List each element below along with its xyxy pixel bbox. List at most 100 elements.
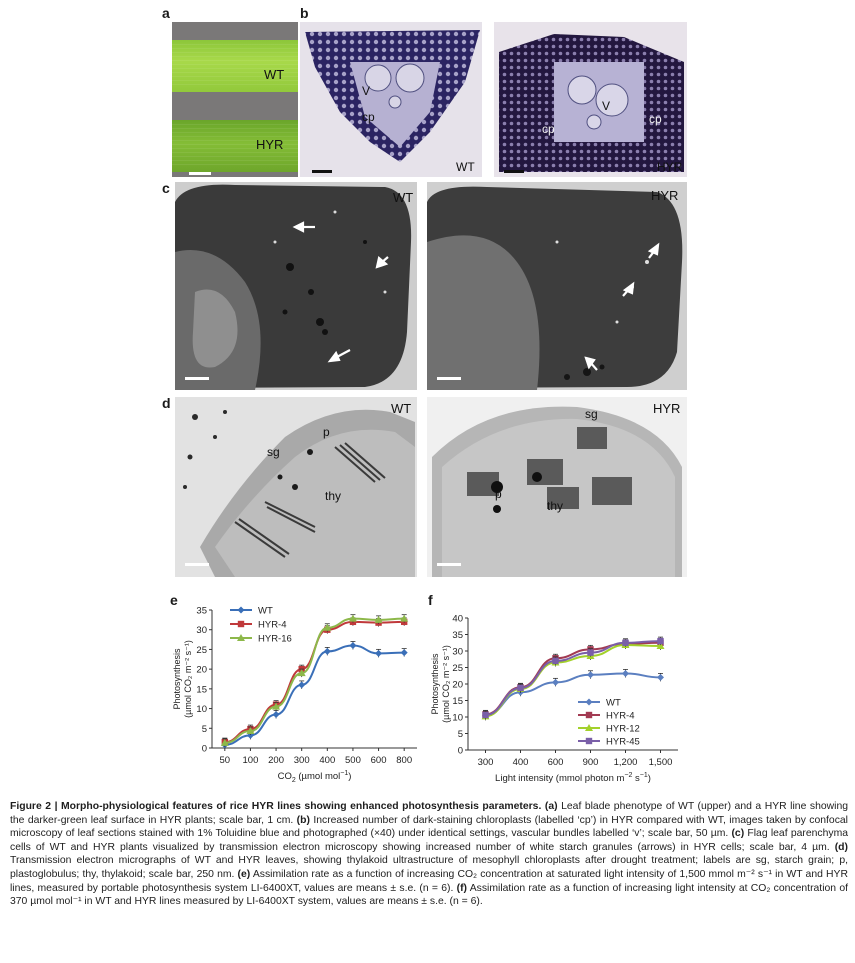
wt-leaf-section-micrograph: V cp WT: [300, 22, 482, 177]
x-axis-title-part: (µmol mol: [296, 771, 341, 782]
series-line-hyr-4: [225, 622, 404, 742]
panel-d-wt-label: WT: [391, 401, 411, 416]
panel-b-hyr-v-label: V: [602, 99, 610, 113]
y-axis-units: (µmol CO₂ m⁻² s⁻¹): [441, 645, 451, 723]
y-tick-label: 10: [196, 704, 207, 715]
legend-label: HYR-45: [606, 737, 640, 748]
panel-d-wt-scale-bar: [185, 563, 209, 566]
x-axis-title-part: ): [348, 771, 351, 782]
data-point-wt: [298, 681, 305, 688]
panel-d-wt-thy-label: thy: [325, 489, 341, 503]
panel-d-wt-sg-label: sg: [267, 445, 280, 459]
legend-label: HYR-12: [606, 724, 640, 735]
panel-c-wt-scale-bar: [185, 377, 209, 380]
wt-parenchyma-tem: WT: [175, 182, 417, 390]
y-tick-label: 25: [452, 663, 463, 674]
light-response-chart: 0510152025303540300 400 600 900 1,200 1,500WT…: [428, 598, 688, 786]
caption-c-mark: (c): [731, 828, 744, 839]
panel-c-label: c: [162, 180, 170, 196]
x-axis-title-part: −2: [624, 772, 632, 779]
y-tick-label: 30: [196, 625, 207, 636]
panel-b-wt-v-label: V: [362, 84, 370, 98]
y-axis-title: Photosynthesis: [430, 653, 440, 715]
x-tick-label: 900: [583, 757, 599, 768]
data-point-wt: [587, 671, 594, 678]
x-tick-label: 300: [478, 757, 494, 768]
leaf-blade-photo: WT HYR: [172, 22, 298, 177]
data-point-wt: [552, 679, 559, 686]
panel-d-hyr-sg-label: sg: [585, 407, 598, 421]
panel-d-hyr-label: HYR: [653, 401, 680, 416]
y-tick-label: 20: [452, 680, 463, 691]
figure-caption: Figure 2 | Morpho-physiological features…: [10, 800, 848, 909]
caption-b-mark: (b): [297, 815, 310, 826]
data-point-hyr-45: [517, 685, 523, 691]
panel-a-hyr-label: HYR: [256, 137, 283, 152]
panel-c-hyr-scale-bar: [437, 377, 461, 380]
y-tick-label: 40: [452, 614, 463, 625]
y-tick-label: 0: [202, 744, 207, 755]
legend-marker: [586, 699, 593, 706]
panel-b-label: b: [300, 5, 309, 21]
panel-d-hyr-p-label: p: [495, 487, 502, 501]
y-tick-label: 30: [452, 647, 463, 658]
panel-c-hyr-label: HYR: [651, 188, 678, 203]
caption-d-mark: (d): [835, 842, 848, 853]
wt-thylakoid-tem: sg p thy WT: [175, 397, 417, 577]
legend-label: HYR-4: [606, 711, 635, 722]
data-point-hyr-45: [657, 638, 663, 644]
y-tick-label: 0: [458, 746, 463, 757]
y-tick-label: 35: [452, 630, 463, 641]
panel-d-wt-p-label: p: [323, 425, 330, 439]
x-axis-title: CO2 (µmol mol−1): [278, 770, 352, 784]
caption-e-mark: (e): [238, 869, 251, 880]
data-point-hyr-45: [482, 712, 488, 718]
legend-label: HYR-16: [258, 634, 292, 645]
panel-a-scale-bar: [189, 172, 211, 175]
x-tick-label: 50: [220, 755, 231, 766]
hyr-thylakoid-tem: sg p thy HYR: [427, 397, 687, 577]
data-point-wt: [273, 711, 280, 718]
caption-title: Figure 2 | Morpho-physiological features…: [10, 801, 541, 812]
panel-b-hyr-scale-bar: [504, 170, 524, 173]
panel-b-wt-scale-bar: [312, 170, 332, 173]
series-line-wt: [486, 673, 661, 715]
x-axis-title-part: −1: [640, 772, 648, 779]
hyr-parenchyma-tem: HYR: [427, 182, 687, 390]
caption-f-mark: (f): [457, 883, 467, 894]
caption-a-mark: (a): [545, 801, 558, 812]
x-tick-label: 200: [268, 755, 284, 766]
x-axis-title-part: Light intensity (mmol photon m: [495, 773, 624, 784]
x-tick-label: 1,200: [614, 757, 638, 768]
data-point-wt: [622, 670, 629, 677]
data-point-wt: [401, 649, 408, 656]
y-axis-units: (µmol CO₂ m⁻² s⁻¹): [183, 640, 193, 718]
legend-marker: [238, 607, 245, 614]
y-tick-label: 15: [196, 684, 207, 695]
panel-a-label: a: [162, 5, 170, 21]
x-axis-title-part: ): [648, 773, 651, 784]
panel-b-wt-label: WT: [456, 160, 475, 174]
data-point-hyr-45: [622, 640, 628, 646]
legend-marker: [238, 621, 244, 627]
x-axis-title-part: −1: [340, 770, 348, 777]
legend-marker: [586, 738, 592, 744]
data-point-wt: [324, 648, 331, 655]
x-axis-title-part: CO: [278, 771, 292, 782]
data-point-wt: [349, 642, 356, 649]
y-tick-label: 15: [452, 696, 463, 707]
data-point-hyr-45: [552, 658, 558, 664]
panel-d-hyr-thy-label: thy: [547, 499, 563, 513]
data-point-wt: [375, 650, 382, 657]
panel-b-hyr-label: HYR: [657, 160, 682, 174]
x-tick-label: 600: [548, 757, 564, 768]
x-tick-label: 300: [294, 755, 310, 766]
panel-d-hyr-scale-bar: [437, 563, 461, 566]
y-tick-label: 5: [458, 729, 463, 740]
x-tick-label: 500: [345, 755, 361, 766]
x-tick-label: 800: [396, 755, 412, 766]
x-tick-label: 400: [319, 755, 335, 766]
legend-marker: [586, 712, 592, 718]
panel-b-wt-cp-label: cp: [362, 110, 375, 124]
legend-label: WT: [606, 698, 621, 709]
